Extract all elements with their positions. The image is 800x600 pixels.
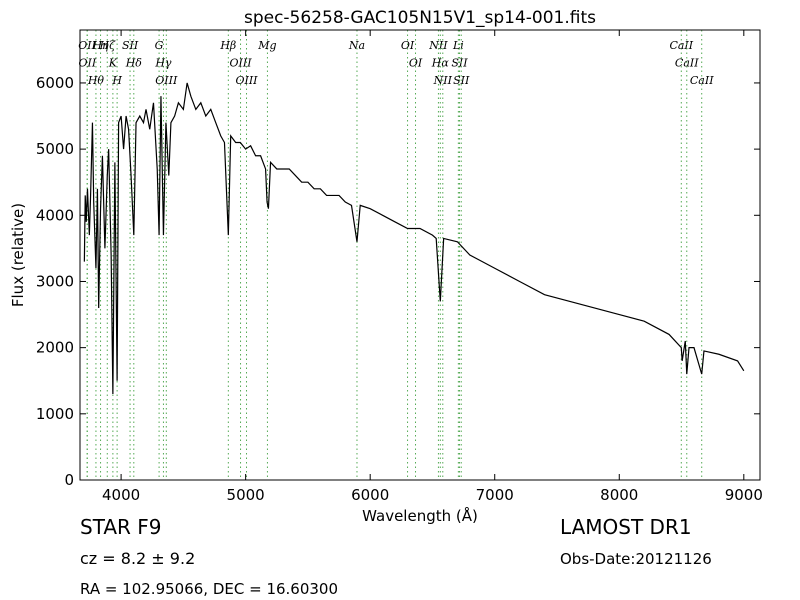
line-marker-label: Na — [348, 39, 365, 52]
line-marker-label: SII — [451, 57, 468, 70]
line-marker-label: OI — [401, 39, 415, 52]
line-marker-label: SII — [453, 74, 470, 87]
y-tick-label: 4000 — [36, 206, 74, 224]
coordinates: RA = 102.95066, DEC = 16.60300 — [80, 580, 338, 598]
y-tick-label: 0 — [64, 471, 74, 489]
line-marker-label: OIII — [235, 74, 258, 87]
y-tick-label: 2000 — [36, 339, 74, 357]
x-tick-label: 9000 — [725, 486, 763, 504]
x-tick-label: 5000 — [227, 486, 265, 504]
y-axis-label: Flux (relative) — [9, 203, 27, 307]
line-marker-label: OI — [409, 57, 423, 70]
line-marker-label: NII — [428, 39, 448, 52]
line-marker-label: Hζ — [98, 39, 116, 52]
object-class: STAR F9 — [80, 515, 162, 539]
line-marker-label: NII — [433, 74, 453, 87]
plot-frame — [79, 29, 761, 481]
line-marker-label: Hγ — [154, 57, 172, 70]
line-marker-label: Hδ — [125, 57, 143, 70]
x-tick-label: 8000 — [600, 486, 638, 504]
redshift: cz = 8.2 ± 9.2 — [80, 549, 195, 568]
spectrum-line — [83, 82, 745, 394]
x-tick-label: 4000 — [102, 486, 140, 504]
line-marker-label: OIII — [155, 74, 178, 87]
y-tick-label: 5000 — [36, 140, 74, 158]
chart-title: spec-56258-GAC105N15V1_sp14-001.fits — [244, 8, 596, 28]
line-marker-label: Mg — [257, 39, 276, 52]
line-marker-label: G — [155, 39, 164, 52]
y-tick-label: 6000 — [36, 74, 74, 92]
line-marker-label: K — [108, 57, 118, 70]
x-tick-label: 6000 — [351, 486, 389, 504]
line-marker-label: OII — [78, 39, 96, 52]
x-tick-label: 7000 — [476, 486, 514, 504]
line-marker-label: Li — [452, 39, 464, 52]
line-marker-label: SII — [122, 39, 139, 52]
y-tick-label: 3000 — [36, 272, 74, 290]
line-marker-label: CaII — [669, 39, 693, 52]
line-marker-label: OII — [78, 57, 96, 70]
line-marker-label: Hη — [91, 39, 109, 52]
survey: LAMOST DR1 — [560, 515, 692, 539]
line-marker-label: Hθ — [87, 74, 105, 87]
obs-date: Obs-Date:20121126 — [560, 550, 712, 568]
line-marker-label: H — [111, 74, 122, 87]
line-marker-label: OIII — [230, 57, 253, 70]
x-axis-label: Wavelength (Å) — [362, 506, 478, 525]
line-marker-label: CaII — [675, 57, 699, 70]
line-marker-label: Hα — [431, 57, 450, 70]
y-tick-label: 1000 — [36, 405, 74, 423]
line-marker-label: Hβ — [219, 39, 236, 52]
line-marker-label: CaII — [690, 74, 714, 87]
